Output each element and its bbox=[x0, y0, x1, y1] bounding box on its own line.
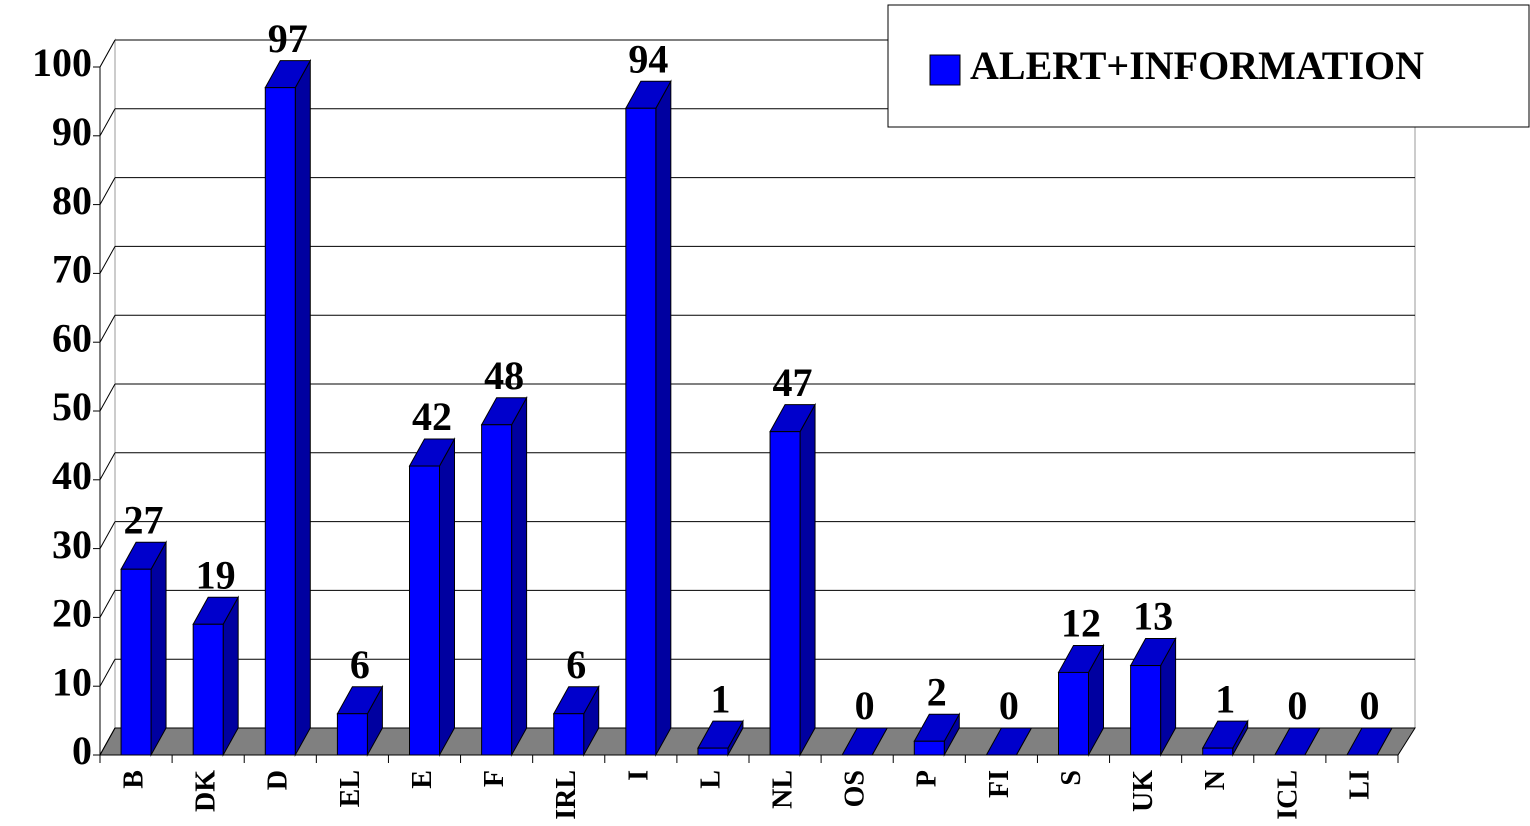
data-label: 13 bbox=[1133, 594, 1173, 639]
bar bbox=[1130, 665, 1162, 756]
y-tick-label: 70 bbox=[52, 247, 92, 292]
data-label: 6 bbox=[566, 642, 586, 687]
data-label: 47 bbox=[773, 360, 813, 405]
grid-line bbox=[99, 39, 116, 68]
data-label: 6 bbox=[350, 642, 370, 687]
bar-side bbox=[294, 58, 311, 757]
y-tick-label: 0 bbox=[72, 728, 92, 773]
bar-side bbox=[439, 437, 455, 757]
bar bbox=[1202, 747, 1234, 756]
x-tick-label: ICL bbox=[1272, 770, 1303, 820]
y-tick-label: 30 bbox=[52, 522, 92, 567]
bar-top bbox=[1273, 727, 1321, 756]
x-tick-label: FI bbox=[984, 770, 1015, 798]
y-tick-label: 60 bbox=[52, 315, 92, 360]
x-tick-label: OS bbox=[840, 770, 871, 807]
x-tick-label: N bbox=[1200, 770, 1231, 790]
bar bbox=[120, 568, 152, 756]
bar bbox=[264, 87, 296, 756]
bar bbox=[913, 740, 945, 756]
data-label: 0 bbox=[1287, 683, 1307, 728]
bar bbox=[625, 107, 657, 756]
y-tick-label: 20 bbox=[52, 591, 92, 636]
bar bbox=[769, 431, 801, 756]
bar bbox=[553, 713, 585, 756]
legend-box bbox=[887, 4, 1530, 128]
grid-line bbox=[99, 658, 116, 687]
bar bbox=[481, 424, 513, 756]
bar bbox=[697, 747, 729, 756]
x-tick-label: L bbox=[695, 770, 726, 789]
grid-line bbox=[99, 177, 116, 205]
bar bbox=[409, 465, 440, 756]
bar-side bbox=[799, 402, 816, 757]
data-label: 0 bbox=[999, 683, 1019, 728]
bar-side bbox=[150, 540, 167, 757]
x-tick-label: F bbox=[479, 770, 510, 787]
x-tick-label: EL bbox=[335, 770, 366, 807]
grid-line bbox=[99, 246, 116, 274]
bar bbox=[192, 623, 224, 756]
bar bbox=[336, 713, 368, 756]
data-label: 0 bbox=[855, 683, 875, 728]
legend-swatch bbox=[929, 54, 961, 86]
y-tick-label: 10 bbox=[52, 659, 92, 704]
data-label: 1 bbox=[710, 676, 730, 721]
grid-line bbox=[99, 452, 116, 481]
grid-line bbox=[99, 521, 116, 549]
data-label: 42 bbox=[412, 394, 452, 439]
y-tick-label: 50 bbox=[52, 384, 92, 429]
x-tick-label: I bbox=[623, 770, 654, 781]
data-label: 94 bbox=[628, 36, 668, 81]
data-label: 27 bbox=[124, 497, 164, 542]
x-tick-label: DK bbox=[191, 770, 222, 812]
data-label: 97 bbox=[268, 16, 308, 61]
y-tick-label: 90 bbox=[52, 109, 92, 154]
grid-line bbox=[99, 727, 116, 756]
bar-side bbox=[655, 79, 672, 757]
x-tick-label: IRL bbox=[551, 770, 582, 820]
data-label: 19 bbox=[196, 552, 236, 597]
data-label: 48 bbox=[484, 353, 524, 398]
data-label: 2 bbox=[927, 669, 947, 714]
bar-top bbox=[985, 727, 1033, 756]
grid-line bbox=[99, 590, 116, 618]
grid-line bbox=[99, 108, 116, 137]
bar-side bbox=[511, 395, 528, 757]
x-tick-label: B bbox=[118, 770, 149, 789]
grid-line bbox=[99, 383, 116, 412]
data-label: 1 bbox=[1215, 676, 1235, 721]
grid-line bbox=[99, 314, 116, 343]
bar bbox=[1058, 671, 1089, 756]
data-label: 0 bbox=[1359, 683, 1379, 728]
x-tick-label: S bbox=[1056, 770, 1087, 786]
y-tick-label: 100 bbox=[32, 40, 92, 85]
x-tick-label: LI bbox=[1344, 770, 1375, 800]
data-label: 12 bbox=[1061, 601, 1101, 646]
x-tick-label: UK bbox=[1128, 770, 1159, 812]
x-tick-label: NL bbox=[767, 770, 798, 809]
bar-top bbox=[841, 727, 889, 756]
legend-label: ALERT+INFORMATION bbox=[970, 43, 1424, 88]
x-tick-label: D bbox=[263, 770, 294, 790]
bar-top bbox=[1346, 727, 1393, 756]
y-tick-label: 40 bbox=[52, 453, 92, 498]
x-tick-label: E bbox=[407, 770, 438, 789]
y-tick-label: 80 bbox=[52, 178, 92, 223]
x-tick-label: P bbox=[912, 770, 943, 787]
